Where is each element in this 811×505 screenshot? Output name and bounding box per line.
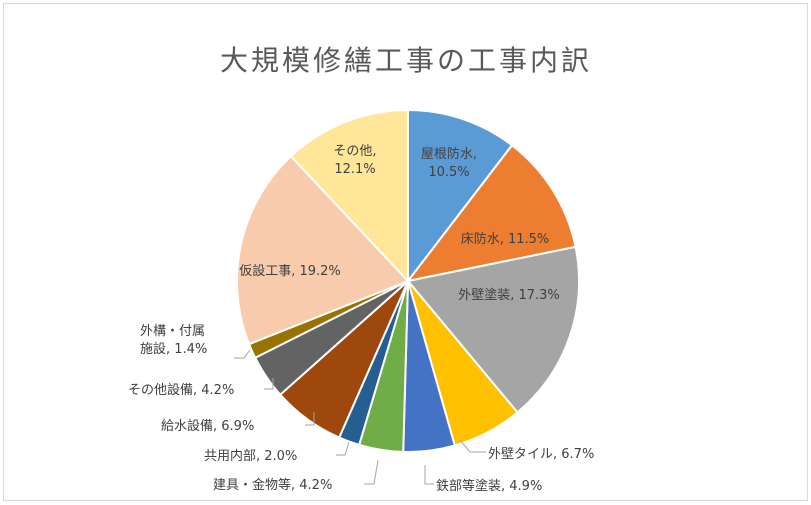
leader-line-10 — [234, 349, 251, 359]
data-label-12: その他, 12.1% — [333, 144, 376, 177]
leader-line-8 — [305, 412, 315, 426]
data-label-1: 屋根防水, 10.5% — [421, 146, 477, 180]
leader-line-4 — [459, 439, 486, 453]
data-label-9: その他設備, 4.2% — [128, 382, 234, 398]
pie-slice-12 — [289, 108, 409, 284]
data-label-7: 共用内部, 2.0% — [204, 448, 297, 464]
data-label-2: 床防水, 11.5% — [461, 231, 550, 247]
data-label-6: 建具・金物等, 4.2% — [213, 477, 332, 493]
data-label-4: 外壁タイル, 6.7% — [488, 447, 594, 462]
pie-slice-11 — [235, 154, 410, 346]
chart-title: 大規模修繕工事の工事内訳 — [220, 44, 592, 77]
pie-slice-1 — [407, 108, 514, 284]
pie-slice-2 — [405, 143, 577, 283]
leader-line-9 — [264, 378, 274, 390]
data-label-8: 給水設備, 6.9% — [161, 418, 254, 434]
leader-line-6 — [364, 459, 379, 485]
data-label-3: 外壁塗装, 17.3% — [458, 287, 560, 303]
data-label-11: 仮設工事, 19.2% — [239, 263, 341, 279]
data-label-10: 外構・付属施設, 1.4% — [140, 324, 207, 357]
pie-slice-3 — [406, 245, 580, 414]
data-label-5: 鉄部等塗装, 4.9% — [436, 478, 542, 494]
leader-line-5 — [424, 465, 434, 485]
leader-line-7 — [336, 441, 350, 456]
